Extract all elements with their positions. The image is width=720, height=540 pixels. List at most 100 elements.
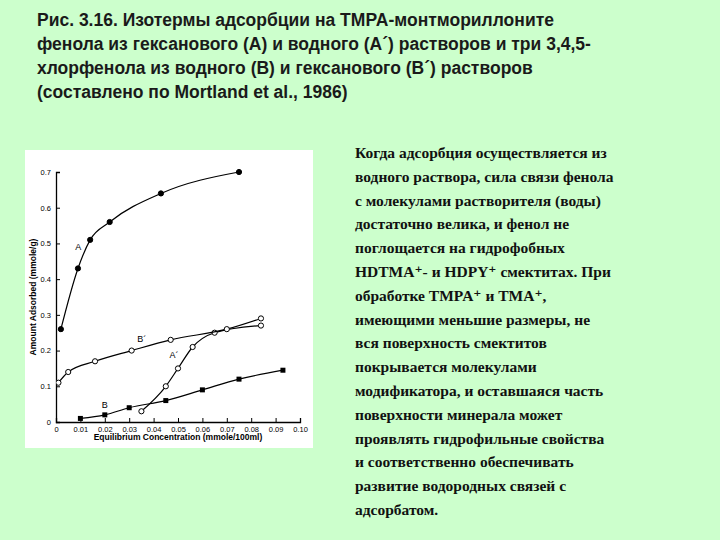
title-line: хлорфенола из водного (В) и гексанового …: [37, 58, 533, 78]
paragraph-line: вся поверхность смектитов: [355, 334, 547, 351]
curve-labels: A A´ B B´: [75, 242, 178, 410]
series-line: [61, 172, 239, 329]
series-line: [80, 370, 283, 418]
slide-title: Рис. 3.16. Изотермы адсорбции на TMPA-мо…: [37, 10, 591, 102]
x-tick-mark: [202, 418, 203, 422]
x-tick-mark: [276, 418, 277, 422]
x-axis-line: [57, 418, 301, 423]
series-point: [92, 359, 97, 364]
y-tick-mark: [56, 172, 60, 173]
x-tick-mark: [129, 418, 130, 422]
series-point: [78, 416, 83, 421]
y-tick-label: 0.7: [41, 168, 51, 177]
chart-panel: [25, 150, 313, 448]
series-point: [163, 384, 168, 389]
y-tick-mark: [56, 386, 60, 387]
y-tick-mark: [56, 208, 60, 209]
title-line: фенола из гексанового (А) и водного (А´)…: [37, 34, 591, 54]
series-point: [280, 368, 285, 373]
series-point: [129, 348, 134, 353]
y-tick-mark: [56, 243, 60, 244]
y-tick: 0.7: [41, 168, 60, 177]
paragraph-line: водного раствора, сила связи фенола: [355, 168, 614, 185]
y-tick-mark: [56, 315, 60, 316]
y-tick-mark: [56, 351, 60, 352]
series-point: [139, 409, 144, 414]
y-tick: 0.3: [41, 311, 60, 320]
series-line: [58, 318, 261, 382]
paragraph-line: адсорбатом.: [355, 501, 438, 518]
plot-area: [56, 169, 285, 421]
y-tick: 0.6: [41, 204, 60, 213]
series-point: [258, 316, 263, 321]
series-point: [58, 327, 63, 332]
y-tick: 0.5: [41, 239, 60, 248]
paragraph-line: покрывается молекулами: [355, 358, 537, 375]
x-tick-label: 0.01: [74, 425, 89, 434]
paragraph-line: модификатора, и оставшаяся часть: [355, 382, 603, 399]
series-point: [200, 387, 205, 392]
series-point: [190, 344, 195, 349]
x-tick-mark: [300, 418, 301, 422]
y-tick-label: 0.4: [41, 275, 51, 284]
series-point: [107, 219, 112, 224]
curve-label: B´: [137, 334, 146, 344]
curve-label: A´: [170, 350, 179, 360]
paragraph-line: проявлять гидрофильные свойства: [355, 430, 605, 447]
series-point: [175, 366, 180, 371]
y-tick: 0.4: [41, 275, 60, 284]
series-line: [141, 326, 261, 412]
curve-label: B: [102, 400, 108, 410]
y-tick-mark: [56, 279, 60, 280]
series-point: [236, 169, 241, 174]
x-tick-mark: [154, 418, 155, 422]
paragraph-line: HDTMA⁺- и HDPY⁺ смектитах. При: [355, 263, 611, 280]
y-tick-label: 0.6: [41, 204, 51, 213]
series-point: [56, 380, 61, 385]
series-point: [102, 412, 107, 417]
title-line: (составлено по Mortland et al., 1986): [37, 82, 348, 102]
y-tick: 0.2: [41, 346, 60, 355]
x-tick-mark: [227, 418, 228, 422]
series-point: [66, 369, 71, 374]
paragraph-line: и соответственно обеспечивать: [355, 453, 574, 470]
y-tick-mark: [56, 422, 60, 423]
y-axis: 0 0.1 0.2 0.3 0.4 0.5 0.6 0.7: [41, 168, 60, 427]
x-tick-mark: [105, 418, 106, 422]
series-point: [163, 398, 168, 403]
x-tick-mark: [178, 418, 179, 422]
y-tick-label: 0.3: [41, 311, 51, 320]
series-point: [127, 405, 132, 410]
series-point: [88, 237, 93, 242]
series-point: [258, 323, 263, 328]
x-tick-label: 0.10: [293, 425, 308, 434]
x-tick: 0.09: [269, 418, 284, 434]
paragraph-line: имеющими меньшие размеры, не: [355, 311, 590, 328]
title-line: Рис. 3.16. Изотермы адсорбции на TMPA-мо…: [37, 10, 554, 30]
paragraph-line: Когда адсорбция осуществляется из: [355, 144, 607, 161]
paragraph: Когда адсорбция осуществляется из водного…: [355, 144, 614, 518]
y-tick-label: 0.1: [41, 382, 51, 391]
paragraph-line: поглощается на гидрофобных: [355, 239, 565, 256]
curve-label: A: [75, 242, 81, 252]
paragraph-line: достаточно велика, и фенол не: [355, 215, 569, 232]
x-tick-label: 0.09: [269, 425, 284, 434]
paragraph-line: обработке TMPA⁺ и TMA⁺,: [355, 287, 547, 304]
x-tick: 0.10: [293, 418, 308, 434]
series-point: [224, 327, 229, 332]
series-point: [168, 337, 173, 342]
y-tick-label: 0: [47, 418, 51, 427]
paragraph-line: с молекулами растворителя (воды): [355, 192, 601, 210]
paragraph-line: развитие водородных связей с: [355, 477, 566, 494]
slide: Рис. 3.16. Изотермы адсорбции на TMPA-мо…: [0, 0, 720, 540]
paragraph-line: поверхности минерала может: [355, 406, 563, 423]
y-tick: 0: [47, 418, 60, 427]
series-point: [158, 191, 163, 196]
y-tick-label: 0.5: [41, 239, 51, 248]
x-axis-title: Equilibrium Concentration (mmole/100ml): [94, 432, 263, 442]
x-tick-mark: [251, 418, 252, 422]
y-axis-title: Amount Adsorbed (mmole/g): [28, 238, 38, 355]
series-point: [237, 377, 242, 382]
series-point: [75, 266, 80, 271]
y-tick-label: 0.2: [41, 346, 51, 355]
